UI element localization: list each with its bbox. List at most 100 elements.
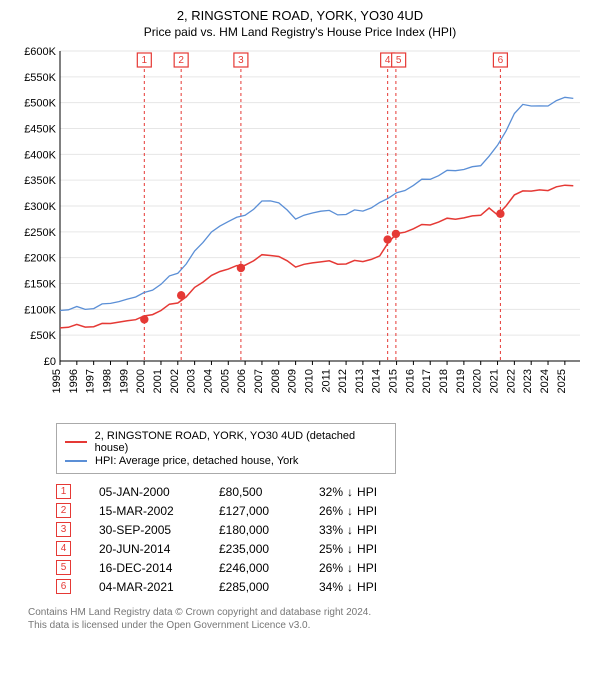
sale-price: £180,000 — [219, 523, 319, 537]
chart-area: £0 £50K £100K £150K £200K £250K £300K £350K £400… — [14, 45, 586, 415]
svg-text:2006: 2006 — [236, 369, 248, 393]
chart-title-address: 2, RINGSTONE ROAD, YORK, YO30 4UD — [14, 8, 586, 23]
svg-text:2019: 2019 — [455, 369, 467, 393]
svg-text:2009: 2009 — [287, 369, 299, 393]
sale-price: £235,000 — [219, 542, 319, 556]
svg-text:3: 3 — [238, 55, 244, 66]
svg-text:2003: 2003 — [186, 369, 198, 393]
sale-diff: 25% ↓ HPI — [319, 542, 439, 556]
svg-text:£400K: £400K — [24, 149, 56, 161]
svg-text:2016: 2016 — [404, 369, 416, 393]
arrow-down-icon: ↓ — [347, 580, 353, 594]
svg-text:2015: 2015 — [388, 369, 400, 393]
svg-text:£600K: £600K — [24, 46, 56, 58]
sale-diff: 32% ↓ HPI — [319, 485, 439, 499]
svg-text:1: 1 — [142, 55, 148, 66]
sale-index-box: 6 — [56, 579, 71, 594]
svg-text:2024: 2024 — [539, 369, 551, 393]
svg-text:2025: 2025 — [556, 369, 568, 393]
svg-text:2023: 2023 — [522, 369, 534, 393]
svg-text:2020: 2020 — [472, 369, 484, 393]
svg-text:2022: 2022 — [505, 369, 517, 393]
legend-item-hpi: HPI: Average price, detached house, York — [65, 455, 387, 467]
svg-text:2013: 2013 — [354, 369, 366, 393]
svg-text:1999: 1999 — [118, 369, 130, 393]
svg-text:2014: 2014 — [371, 369, 383, 393]
arrow-down-icon: ↓ — [347, 504, 353, 518]
sale-index-box: 2 — [56, 503, 71, 518]
sale-date: 30-SEP-2005 — [99, 523, 219, 537]
sale-index-box: 4 — [56, 541, 71, 556]
sale-price: £285,000 — [219, 580, 319, 594]
sale-diff: 34% ↓ HPI — [319, 580, 439, 594]
sale-date: 20-JUN-2014 — [99, 542, 219, 556]
legend-swatch-property — [65, 441, 87, 443]
svg-text:£50K: £50K — [30, 330, 56, 342]
price-chart: £0 £50K £100K £150K £200K £250K £300K £350K £400… — [14, 45, 586, 415]
arrow-down-icon: ↓ — [347, 542, 353, 556]
svg-text:£350K: £350K — [24, 175, 56, 187]
sale-row: 3 30-SEP-2005£180,00033% ↓ HPI — [56, 522, 574, 537]
svg-text:2007: 2007 — [253, 369, 265, 393]
sale-index-box: 1 — [56, 484, 71, 499]
sale-row: 4 20-JUN-2014£235,00025% ↓ HPI — [56, 541, 574, 556]
svg-text:2001: 2001 — [152, 369, 164, 393]
footer-line1: Contains HM Land Registry data © Crown c… — [28, 606, 574, 619]
svg-text:£500K: £500K — [24, 98, 56, 110]
svg-text:£550K: £550K — [24, 72, 56, 84]
sale-row: 6 04-MAR-2021£285,00034% ↓ HPI — [56, 579, 574, 594]
sale-row: 5 16-DEC-2014£246,00026% ↓ HPI — [56, 560, 574, 575]
legend-swatch-hpi — [65, 460, 87, 462]
svg-text:2008: 2008 — [270, 369, 282, 393]
sale-date: 15-MAR-2002 — [99, 504, 219, 518]
svg-text:2000: 2000 — [135, 369, 147, 393]
arrow-down-icon: ↓ — [347, 561, 353, 575]
svg-text:2017: 2017 — [421, 369, 433, 393]
svg-text:2011: 2011 — [320, 369, 332, 393]
legend-item-property: 2, RINGSTONE ROAD, YORK, YO30 4UD (detac… — [65, 430, 387, 454]
svg-text:£200K: £200K — [24, 253, 56, 265]
svg-text:6: 6 — [498, 55, 504, 66]
chart-subtitle: Price paid vs. HM Land Registry's House … — [14, 25, 586, 39]
svg-text:2002: 2002 — [169, 369, 181, 393]
svg-text:2005: 2005 — [219, 369, 231, 393]
sale-price: £246,000 — [219, 561, 319, 575]
legend-label-property: 2, RINGSTONE ROAD, YORK, YO30 4UD (detac… — [95, 430, 387, 454]
svg-text:2021: 2021 — [489, 369, 501, 393]
sale-date: 16-DEC-2014 — [99, 561, 219, 575]
svg-text:£0: £0 — [44, 356, 56, 368]
svg-text:1997: 1997 — [85, 369, 97, 393]
sales-table: 105-JAN-2000£80,50032% ↓ HPI 2 15-MAR-2002… — [56, 484, 574, 594]
svg-text:2018: 2018 — [438, 369, 450, 393]
arrow-down-icon: ↓ — [347, 523, 353, 537]
sale-price: £127,000 — [219, 504, 319, 518]
sale-index-box: 3 — [56, 522, 71, 537]
sale-diff: 33% ↓ HPI — [319, 523, 439, 537]
svg-text:£300K: £300K — [24, 201, 56, 213]
svg-text:£250K: £250K — [24, 227, 56, 239]
svg-text:2010: 2010 — [303, 369, 315, 393]
svg-text:4: 4 — [385, 55, 391, 66]
footer-line2: This data is licensed under the Open Gov… — [28, 619, 574, 632]
svg-text:2004: 2004 — [202, 369, 214, 393]
svg-text:1996: 1996 — [68, 369, 80, 393]
sale-row: 105-JAN-2000£80,50032% ↓ HPI — [56, 484, 574, 499]
legend-label-hpi: HPI: Average price, detached house, York — [95, 455, 298, 467]
svg-text:1995: 1995 — [51, 369, 63, 393]
svg-text:£100K: £100K — [24, 304, 56, 316]
footer: Contains HM Land Registry data © Crown c… — [28, 606, 574, 632]
svg-text:1998: 1998 — [101, 369, 113, 393]
sale-diff: 26% ↓ HPI — [319, 561, 439, 575]
svg-text:2: 2 — [178, 55, 184, 66]
sale-diff: 26% ↓ HPI — [319, 504, 439, 518]
sale-date: 04-MAR-2021 — [99, 580, 219, 594]
sale-price: £80,500 — [219, 485, 319, 499]
svg-text:£150K: £150K — [24, 279, 56, 291]
svg-text:5: 5 — [396, 55, 402, 66]
sale-row: 2 15-MAR-2002£127,00026% ↓ HPI — [56, 503, 574, 518]
arrow-down-icon: ↓ — [347, 485, 353, 499]
sale-index-box: 5 — [56, 560, 71, 575]
svg-text:£450K: £450K — [24, 124, 56, 136]
svg-text:2012: 2012 — [337, 369, 349, 393]
legend: 2, RINGSTONE ROAD, YORK, YO30 4UD (detac… — [56, 423, 396, 474]
